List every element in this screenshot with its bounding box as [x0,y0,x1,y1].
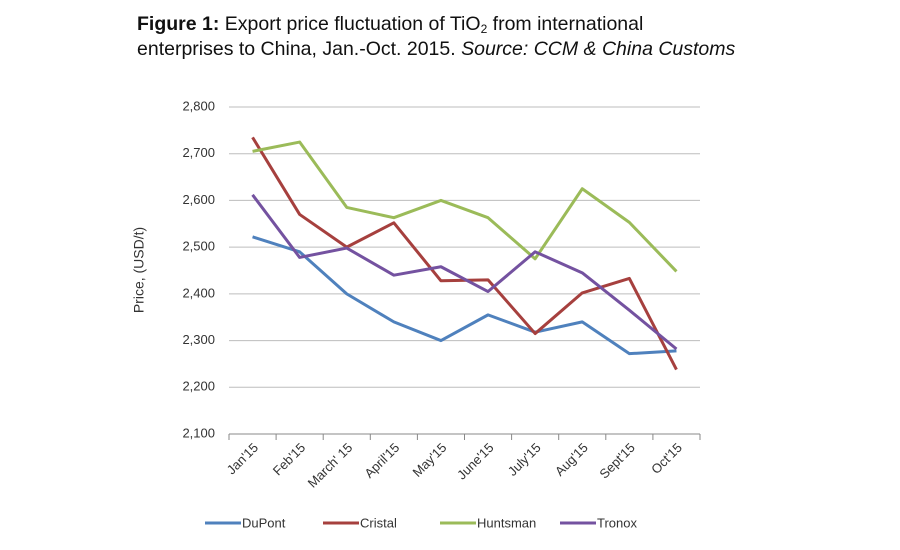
x-tick-label: Feb'15 [270,440,308,478]
chart-title: Figure 1: Export price fluctuation of Ti… [137,12,735,62]
x-tick-label: Aug'15 [552,440,591,479]
title-text: Export price fluctuation of TiO [224,13,481,35]
x-tick-label: May'15 [410,440,450,480]
title-subscript: 2 [480,22,488,36]
legend-label: Cristal [360,515,397,530]
y-tick-label: 2,300 [182,332,215,347]
x-tick-label: Sept'15 [596,440,637,481]
x-tick-label: March' 15 [305,440,356,491]
x-tick-label: Jan'15 [224,440,261,477]
title-text: enterprises to China, Jan.-Oct. 2015. [137,38,456,60]
title-label: Figure 1: [137,13,220,35]
series-line [252,140,678,273]
x-tick-label: July'15 [505,440,544,479]
x-tick-label: Oct'15 [648,440,685,477]
series-line [252,235,677,356]
y-axis-label: Price, (USD/t) [131,227,147,313]
series-line [251,193,678,351]
legend-label: Tronox [597,515,637,530]
legend-label: Huntsman [477,515,536,530]
y-tick-label: 2,100 [182,425,215,440]
y-tick-label: 2,600 [182,192,215,207]
y-tick-label: 2,800 [182,98,215,113]
x-tick-label: June'15 [454,440,497,483]
y-tick-label: 2,500 [182,239,215,254]
title-text: from international [487,13,644,35]
y-tick-label: 2,400 [182,285,215,300]
y-tick-label: 2,200 [182,379,215,394]
x-tick-label: April'15 [361,440,402,481]
legend-label: DuPont [242,515,286,530]
y-tick-label: 2,700 [182,145,215,160]
title-source: Source: CCM & China Customs [461,38,736,60]
